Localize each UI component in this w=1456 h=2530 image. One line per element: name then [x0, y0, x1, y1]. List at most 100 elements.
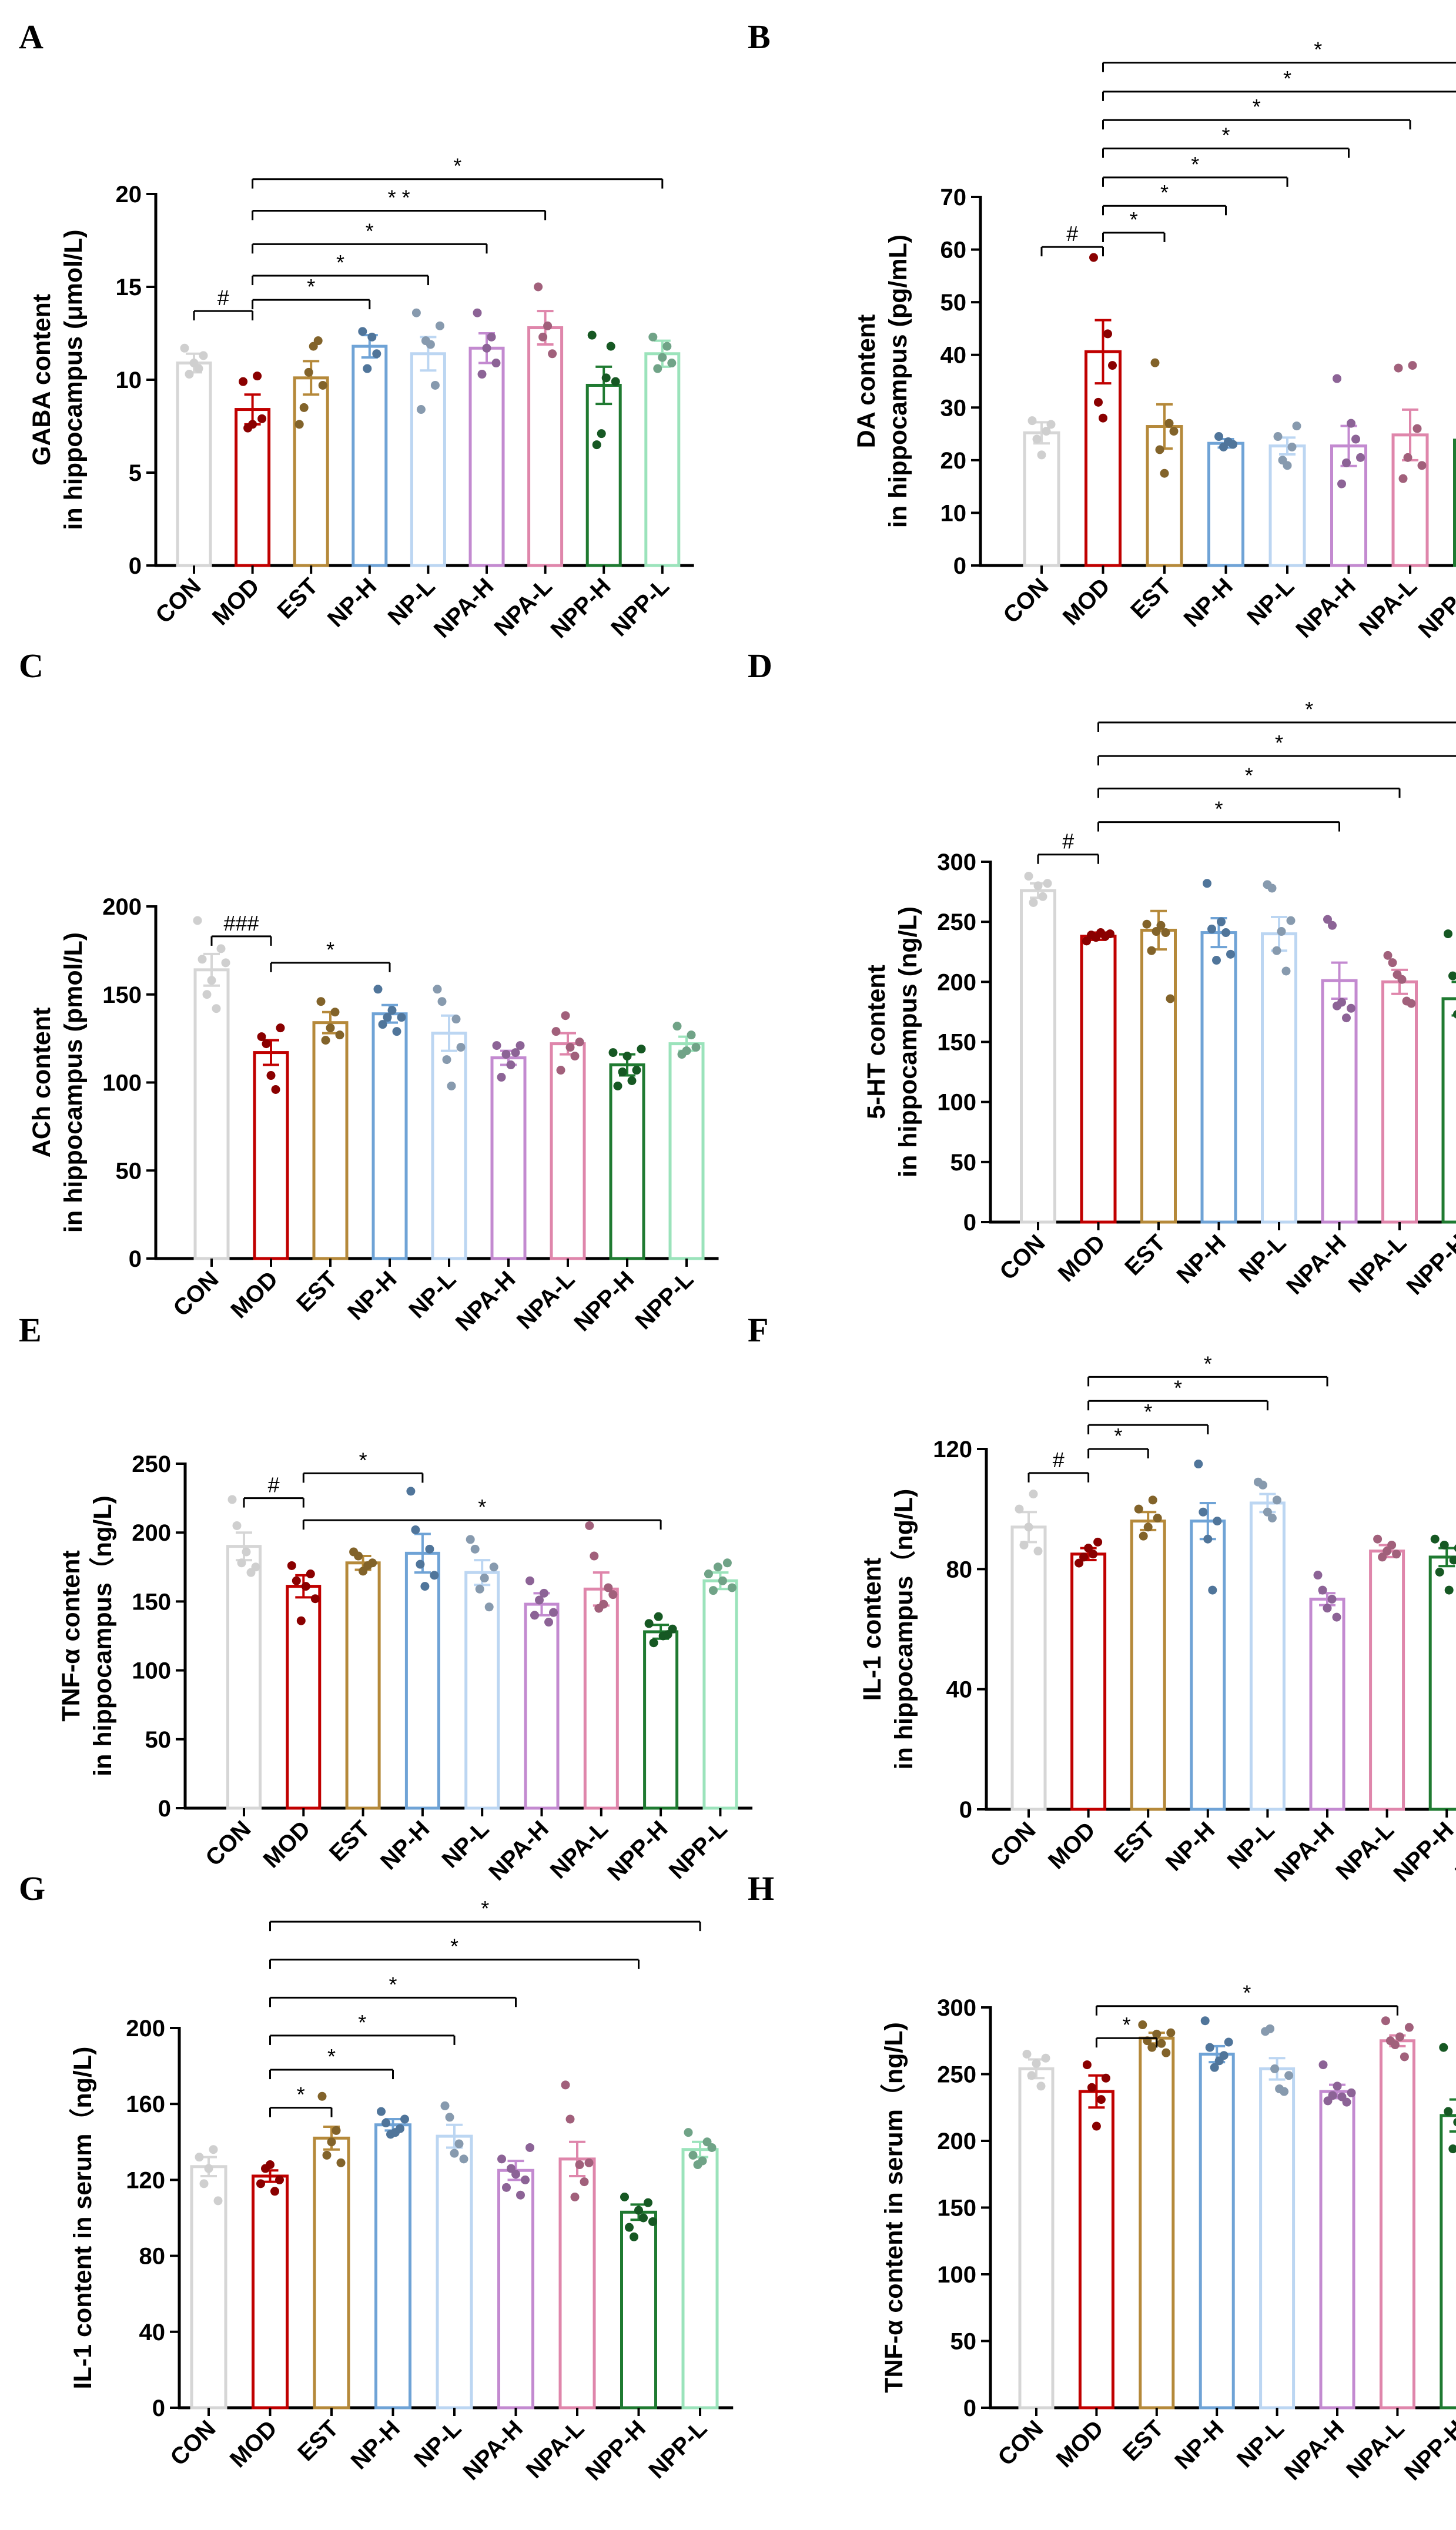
bar-mod	[286, 1585, 322, 1810]
data-point	[377, 2107, 386, 2116]
data-point	[1286, 916, 1296, 925]
x-tick-label: NPA-L	[1344, 1230, 1411, 1297]
data-point	[658, 353, 667, 362]
data-point	[1156, 921, 1166, 930]
data-point	[1408, 361, 1417, 370]
data-point	[450, 2149, 459, 2158]
bar-npp-l	[702, 1579, 738, 1810]
data-point	[287, 1561, 296, 1570]
data-point	[1099, 413, 1107, 423]
data-point	[411, 1525, 420, 1535]
x-tick-label: CON	[995, 1230, 1050, 1285]
data-point	[1161, 928, 1170, 938]
bar-np-l	[1261, 932, 1297, 1224]
bar-npp-h	[585, 383, 622, 567]
bar-est	[1139, 2036, 1175, 2409]
significance-label: ###	[223, 911, 259, 935]
panel-letter: E	[19, 1311, 42, 1349]
data-point	[209, 2145, 218, 2154]
bar-np-l	[1249, 1501, 1286, 1811]
y-axis-title-line2: in hippocampus (pmol/L)	[59, 932, 88, 1233]
data-point	[199, 2179, 209, 2188]
bar-npp-h	[1453, 439, 1456, 567]
x-tick-label: CON	[998, 573, 1053, 628]
data-point	[1024, 1522, 1033, 1532]
data-point	[306, 1569, 315, 1579]
x-tick-label: NPP-L	[630, 1266, 698, 1334]
x-tick-label: NPA-H	[1291, 573, 1361, 643]
data-point	[599, 1599, 608, 1609]
data-point	[1337, 479, 1346, 488]
significance-label: *	[481, 1896, 489, 1920]
data-point	[1439, 2043, 1448, 2052]
significance-label: *	[1160, 180, 1169, 205]
significance-label: *	[1245, 763, 1253, 787]
data-point	[335, 1030, 344, 1040]
data-point	[270, 2187, 279, 2196]
data-point	[1212, 956, 1221, 965]
bar-est	[313, 2136, 350, 2409]
data-point	[516, 2190, 525, 2200]
significance-label: #	[1066, 222, 1078, 246]
data-point	[587, 330, 597, 340]
significance-label: *	[1314, 38, 1322, 62]
data-point	[372, 349, 381, 359]
y-tick-label: 250	[937, 909, 976, 935]
bar-npa-l	[527, 326, 564, 567]
bar-mod	[1085, 350, 1122, 567]
data-point	[570, 2192, 580, 2201]
data-point	[1037, 450, 1046, 460]
bar-est	[1140, 928, 1177, 1224]
data-point	[454, 2139, 464, 2149]
data-point	[637, 1045, 646, 1054]
data-point	[1453, 1010, 1456, 1019]
data-point	[1351, 434, 1360, 444]
x-tick-label: NPP-H	[1400, 2415, 1456, 2485]
data-point	[580, 2177, 589, 2187]
y-tick-label: 0	[152, 2395, 165, 2421]
significance-label: *	[297, 2083, 305, 2107]
bar-npa-l	[1369, 1550, 1405, 1811]
data-point	[1378, 1552, 1387, 1562]
data-point	[644, 2198, 652, 2207]
data-point	[202, 990, 212, 999]
x-tick-label: NPA-L	[512, 1266, 580, 1334]
x-tick-label: NP-H	[343, 1266, 401, 1325]
y-tick-label: 15	[116, 275, 142, 300]
data-point	[1214, 432, 1223, 441]
data-point	[1019, 1540, 1029, 1550]
y-axis-title: TNF-α content in serum（ng/L)	[880, 2022, 908, 2393]
data-point	[561, 1011, 570, 1020]
data-point	[682, 1046, 691, 1056]
x-tick-label: NP-H	[1179, 573, 1238, 632]
y-tick-label: 150	[937, 2196, 976, 2221]
data-point	[330, 1008, 340, 1017]
data-point	[1155, 445, 1164, 454]
data-point	[1383, 951, 1393, 960]
bar-np-l	[431, 1032, 467, 1260]
panel-letter: G	[19, 1869, 45, 1907]
data-point	[1263, 1507, 1272, 1517]
x-tick-label: NPP-H	[569, 1266, 639, 1336]
data-point	[204, 2164, 213, 2173]
data-point	[630, 2232, 638, 2241]
data-point	[1270, 2064, 1280, 2073]
data-point	[511, 1048, 520, 1057]
data-point	[601, 373, 611, 383]
data-point	[530, 1611, 539, 1620]
bar-npa-l	[1381, 980, 1418, 1224]
data-point	[221, 958, 230, 968]
data-point	[639, 2213, 648, 2223]
significance-label: #	[1062, 829, 1074, 854]
data-point	[606, 342, 615, 351]
data-point	[1079, 1552, 1089, 1562]
data-point	[1043, 879, 1052, 888]
bar-npa-l	[583, 1587, 619, 1810]
data-point	[1106, 929, 1114, 939]
data-point	[430, 1571, 439, 1580]
data-point	[1266, 2024, 1275, 2033]
data-point	[1328, 2091, 1337, 2100]
x-tick-label: EST	[292, 1266, 342, 1317]
x-tick-label: MOD	[226, 1266, 283, 1323]
